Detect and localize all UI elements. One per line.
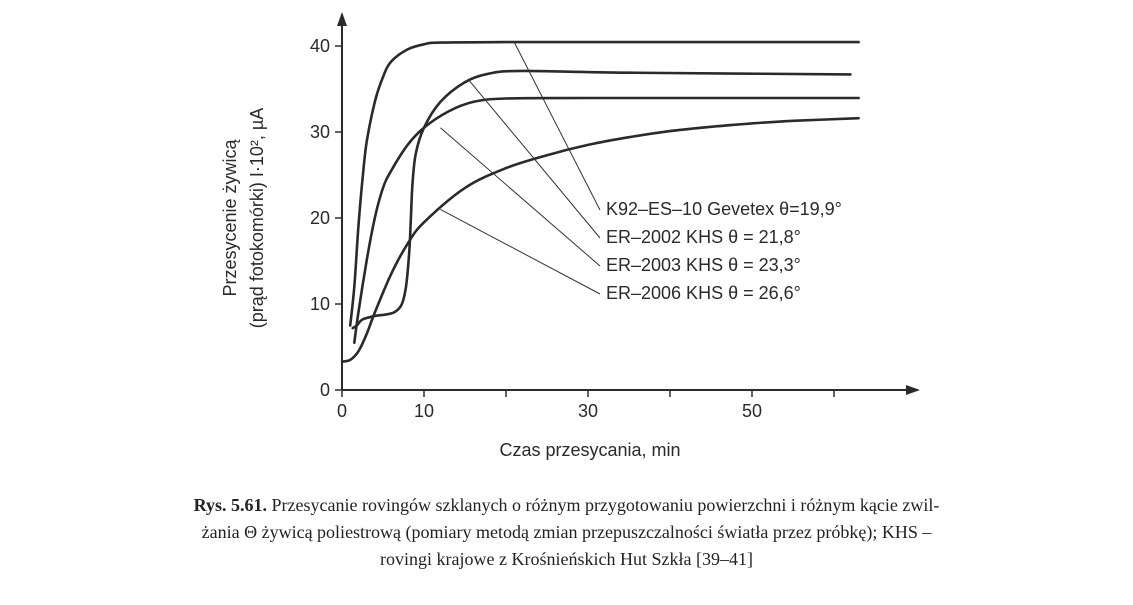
series-er2006-curve	[340, 116, 860, 363]
y-axis-label-line2: (prąd fotokomórki) I·10², µA	[247, 108, 267, 328]
legend: K92–ES–10 Gevetex θ=19,9° ER–2002 KHS θ =…	[606, 199, 842, 303]
x-axis-label: Czas przesycania, min	[499, 440, 680, 460]
curves	[340, 40, 860, 363]
series-er2002-curve	[351, 69, 852, 330]
leader-line	[468, 80, 601, 239]
leader-line	[440, 208, 601, 295]
leader-line	[513, 41, 601, 211]
legend-label: ER–2002 KHS θ = 21,8°	[606, 227, 801, 247]
leader-lines	[440, 41, 601, 295]
figure-caption: Rys. 5.61. Przesycanie rovingów szklanyc…	[40, 492, 1093, 573]
y-tick-label: 10	[310, 294, 330, 314]
series-er2003-curve	[353, 96, 860, 344]
axes	[337, 12, 920, 395]
y-tick-label: 40	[310, 36, 330, 56]
x-tick-label: 0	[337, 401, 347, 421]
series-k92-gevetex-curve	[348, 40, 860, 327]
y-tick-label: 20	[310, 208, 330, 228]
caption-label: Rys. 5.61.	[193, 495, 268, 515]
x-tick-label: 30	[578, 401, 598, 421]
y-axis-label-line1: Przesycenie żywicą	[220, 138, 240, 296]
legend-label: ER–2003 KHS θ = 23,3°	[606, 255, 801, 275]
caption-line1: Przesycanie rovingów szklanych o różnym …	[267, 495, 940, 515]
leader-line	[440, 127, 601, 267]
y-tick-label: 30	[310, 122, 330, 142]
x-tick-label: 50	[742, 401, 762, 421]
legend-label: K92–ES–10 Gevetex θ=19,9°	[606, 199, 842, 219]
ticks: 0 10 20 30 40 0 10 30 50	[310, 36, 835, 421]
caption-line2: żania Θ żywicą poliestrową (pomiary meto…	[201, 522, 932, 542]
caption-line3: rovingi krajowe z Krośnieńskich Hut Szkł…	[380, 549, 753, 569]
y-tick-label: 0	[320, 380, 330, 400]
legend-label: ER–2006 KHS θ = 26,6°	[606, 283, 801, 303]
chart: 0 10 20 30 40 0 10 30 50 K92–ES–10 Gevetex θ=19,…	[220, 12, 920, 460]
x-tick-label: 10	[414, 401, 434, 421]
